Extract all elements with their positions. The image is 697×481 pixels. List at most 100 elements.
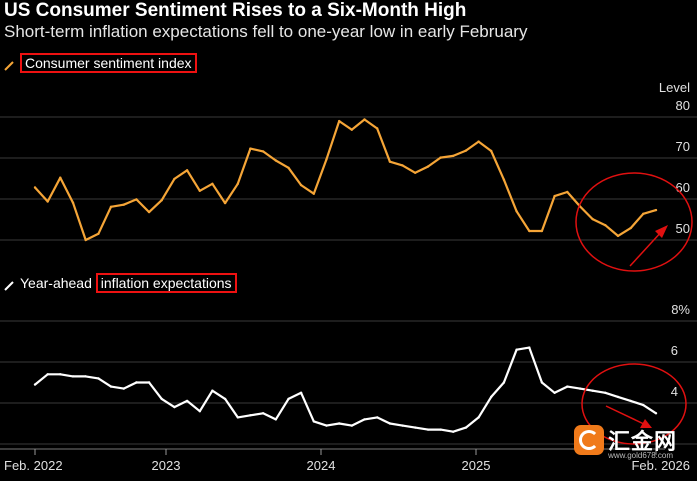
sentiment-point-7 — [122, 203, 125, 206]
inflation-point-36 — [490, 395, 493, 399]
inflation-point-12 — [185, 399, 189, 403]
inflation-point-44 — [591, 389, 594, 392]
x-tick-label-1: 2023 — [152, 458, 181, 473]
inflation-point-11 — [173, 405, 176, 409]
chart-title: US Consumer Sentiment Rises to a Six-Mon… — [4, 0, 467, 21]
inflation-point-34 — [464, 426, 468, 429]
inflation-legend-prefix: Year-ahead — [20, 275, 96, 291]
inflation-point-6 — [109, 385, 113, 388]
inflation-point-20 — [287, 397, 290, 401]
x-tick-label-0: Feb. 2022 — [4, 458, 63, 473]
sentiment-point-15 — [223, 201, 227, 205]
y-tick-80: 80 — [676, 98, 690, 113]
inflation-point-10 — [160, 397, 163, 401]
sentiment-point-3 — [71, 201, 75, 204]
sentiment-point-16 — [236, 182, 239, 185]
sentiment-legend-swatch-icon — [4, 58, 14, 71]
inflation-point-47 — [629, 399, 632, 403]
sentiment-legend: Consumer sentiment index — [4, 53, 197, 73]
sentiment-highlight-circle — [575, 172, 693, 272]
sentiment-point-27 — [376, 127, 379, 130]
inflation-point-22 — [312, 420, 315, 423]
watermark-url: www.gold678.com — [608, 451, 673, 460]
sentiment-point-38 — [515, 210, 518, 213]
sentiment-point-40 — [540, 229, 544, 233]
sentiment-point-11 — [173, 177, 176, 181]
sentiment-point-4 — [84, 238, 87, 242]
sentiment-points — [33, 118, 658, 242]
sentiment-point-34 — [464, 149, 468, 152]
inflation-point-30 — [414, 426, 417, 429]
sentiment-point-6 — [109, 205, 113, 208]
sentiment-point-28 — [388, 160, 392, 163]
sentiment-up-arrow-head-icon — [655, 225, 668, 238]
sentiment-point-46 — [616, 234, 620, 238]
sentiment-point-19 — [274, 159, 277, 162]
sentiment-point-26 — [363, 118, 366, 121]
x-tick-label-3: 2025 — [462, 458, 491, 473]
inflation-point-7 — [122, 387, 125, 390]
y-unit-label-bottom: 8% — [671, 302, 690, 317]
y-tick-4: 4 — [671, 384, 678, 399]
inflation-down-arrow — [605, 405, 647, 426]
sentiment-up-arrow — [629, 229, 664, 267]
y-tick-70: 70 — [676, 139, 690, 154]
sentiment-point-47 — [629, 226, 632, 230]
y-unit-label-top: Level — [659, 80, 690, 95]
inflation-point-35 — [477, 416, 480, 419]
sentiment-point-23 — [325, 158, 328, 161]
inflation-point-45 — [604, 391, 607, 394]
inflation-point-32 — [439, 428, 442, 431]
inflation-point-41 — [553, 391, 556, 394]
sentiment-point-31 — [426, 165, 430, 168]
sentiment-point-20 — [287, 166, 290, 169]
inflation-point-18 — [261, 412, 265, 415]
inflation-point-26 — [363, 418, 366, 421]
inflation-point-27 — [376, 416, 379, 419]
inflation-point-5 — [97, 377, 100, 380]
inflation-point-19 — [274, 418, 277, 421]
inflation-point-15 — [223, 397, 227, 401]
sentiment-point-35 — [477, 140, 480, 143]
inflation-point-40 — [540, 381, 544, 384]
sentiment-point-12 — [185, 169, 189, 172]
sentiment-point-17 — [249, 147, 252, 150]
sentiment-point-33 — [452, 154, 455, 158]
y-tick-6: 6 — [671, 343, 678, 358]
watermark: 汇金网 www.gold678.com — [573, 424, 677, 460]
sentiment-point-45 — [604, 224, 607, 227]
inflation-down-arrow-head-icon — [640, 419, 652, 428]
sentiment-point-48 — [642, 212, 645, 215]
inflation-point-25 — [350, 424, 353, 427]
inflation-point-24 — [338, 422, 341, 425]
inflation-legend-swatch-icon — [4, 278, 14, 291]
y-tick-50: 50 — [676, 221, 690, 236]
sentiment-point-8 — [135, 198, 138, 201]
sentiment-point-22 — [312, 192, 315, 195]
sentiment-point-5 — [97, 232, 100, 235]
y-tick-60: 60 — [676, 180, 690, 195]
inflation-point-21 — [299, 391, 303, 394]
sentiment-point-18 — [261, 150, 265, 153]
inflation-point-43 — [578, 387, 582, 390]
inflation-point-48 — [642, 403, 645, 407]
inflation-point-23 — [325, 424, 328, 427]
inflation-point-8 — [135, 381, 138, 384]
sentiment-point-49 — [654, 208, 658, 212]
sentiment-point-41 — [553, 194, 556, 198]
inflation-point-46 — [616, 395, 620, 399]
inflation-point-1 — [46, 373, 49, 376]
inflation-point-39 — [528, 346, 531, 349]
sentiment-point-2 — [59, 176, 62, 179]
inflation-highlight-circle — [581, 363, 687, 445]
sentiment-point-14 — [211, 182, 214, 185]
sentiment-point-32 — [439, 156, 442, 159]
sentiment-point-21 — [299, 183, 303, 187]
inflation-legend: Year-ahead inflation expectations — [4, 273, 237, 293]
inflation-legend-label: inflation expectations — [95, 273, 237, 293]
inflation-point-0 — [33, 383, 37, 386]
x-tick-label-4: Feb. 2026 — [631, 458, 690, 473]
sentiment-point-29 — [401, 164, 404, 167]
inflation-point-13 — [198, 410, 201, 413]
